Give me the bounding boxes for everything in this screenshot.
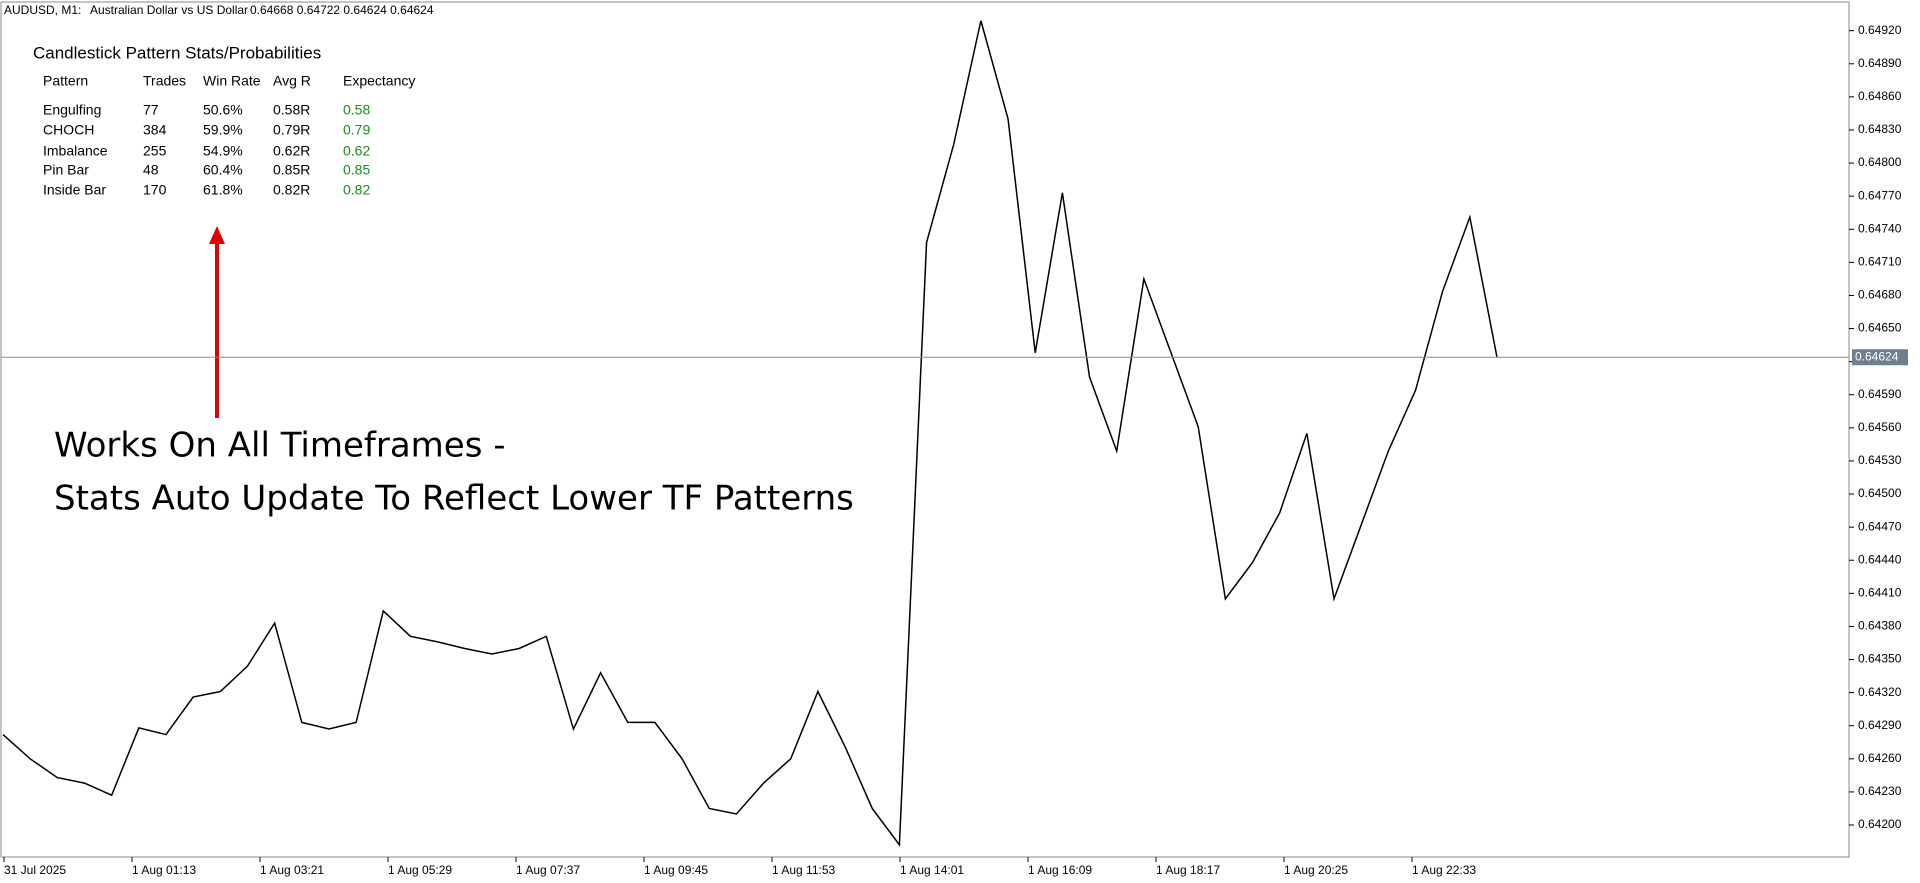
y-tick-label: 0.64680 [1858, 288, 1902, 302]
annotation: Stats Auto Update To Reflect Lower TF Pa… [54, 479, 854, 519]
column-header: Avg R [273, 73, 311, 89]
symbol-description: Australian Dollar vs US Dollar [90, 3, 248, 17]
y-tick-label: 0.64530 [1858, 453, 1902, 467]
y-tick-label: 0.64860 [1858, 89, 1902, 103]
table-cell: 60.4% [203, 162, 243, 178]
x-tick-label: 31 Jul 2025 [4, 863, 66, 877]
y-tick-label: 0.64200 [1858, 817, 1902, 831]
y-tick-label: 0.64800 [1858, 155, 1902, 169]
y-tick-label: 0.64650 [1858, 321, 1902, 335]
x-tick-label: 1 Aug 20:25 [1284, 863, 1348, 877]
x-tick-label: 1 Aug 16:09 [1028, 863, 1092, 877]
ohlc: 0.64668 0.64722 0.64624 0.64624 [250, 3, 434, 17]
table-cell: 77 [143, 102, 159, 118]
table-cell: Engulfing [43, 102, 101, 118]
column-header: Expectancy [343, 73, 415, 89]
table-cell: 50.6% [203, 102, 243, 118]
y-tick-label: 0.64560 [1858, 420, 1902, 434]
annotation: Works On All Timeframes - [54, 426, 506, 466]
table-cell: 0.58 [343, 102, 370, 118]
y-tick-label: 0.64290 [1858, 718, 1902, 732]
y-tick-label: 0.64380 [1858, 619, 1902, 633]
x-tick-label: 1 Aug 09:45 [644, 863, 708, 877]
table-cell: 0.79 [343, 122, 370, 138]
table-cell: 0.85R [273, 162, 310, 178]
table-cell: CHOCH [43, 122, 94, 138]
y-tick-label: 0.64500 [1858, 486, 1902, 500]
table-cell: 59.9% [203, 122, 243, 138]
arrow-head [209, 226, 225, 244]
x-tick-label: 1 Aug 05:29 [388, 863, 452, 877]
y-tick-label: 0.64410 [1858, 586, 1902, 600]
table-cell: 0.79R [273, 122, 310, 138]
table-cell: 255 [143, 143, 167, 159]
table-cell: 170 [143, 182, 167, 198]
table-cell: 0.85 [343, 162, 370, 178]
table-cell: 384 [143, 122, 167, 138]
y-tick-label: 0.64890 [1858, 56, 1902, 70]
table-cell: Imbalance [43, 143, 108, 159]
table-cell: 0.82R [273, 182, 310, 198]
table-cell: 0.62 [343, 143, 370, 159]
x-tick-label: 1 Aug 18:17 [1156, 863, 1220, 877]
table-cell: Inside Bar [43, 182, 106, 198]
plot-frame [0, 1, 1850, 858]
symbol: AUDUSD, M1: [4, 3, 81, 17]
x-tick-label: 1 Aug 22:33 [1412, 863, 1476, 877]
table-cell: 54.9% [203, 143, 243, 159]
column-header: Trades [143, 73, 186, 89]
table-cell: Pin Bar [43, 162, 89, 178]
y-tick-label: 0.64230 [1858, 784, 1902, 798]
x-tick-label: 1 Aug 14:01 [900, 863, 964, 877]
x-tick-label: 1 Aug 11:53 [772, 863, 835, 877]
y-tick-label: 0.64920 [1858, 23, 1902, 37]
x-tick-label: 1 Aug 01:13 [132, 863, 196, 877]
column-header: Pattern [43, 73, 88, 89]
x-tick-label: 1 Aug 07:37 [516, 863, 580, 877]
y-tick-label: 0.64470 [1858, 519, 1902, 533]
y-tick-label: 0.64830 [1858, 122, 1902, 136]
y-tick-label: 0.64590 [1858, 387, 1902, 401]
current-price-label: 0.64624 [1855, 349, 1899, 363]
table-cell: 0.62R [273, 143, 310, 159]
column-header: Win Rate [203, 73, 261, 89]
table-cell: 61.8% [203, 182, 243, 198]
y-tick-label: 0.64440 [1858, 552, 1902, 566]
y-tick-label: 0.64320 [1858, 685, 1902, 699]
table-cell: 0.58R [273, 102, 310, 118]
stats-title: Candlestick Pattern Stats/Probabilities [33, 43, 321, 62]
y-tick-label: 0.64770 [1858, 188, 1902, 202]
x-tick-label: 1 Aug 03:21 [260, 863, 324, 877]
y-tick-label: 0.64350 [1858, 652, 1902, 666]
y-tick-label: 0.64740 [1858, 221, 1902, 235]
current-price-box [1852, 349, 1908, 366]
price-line [2, 20, 1498, 847]
y-tick-label: 0.64710 [1858, 255, 1902, 269]
table-cell: 0.82 [343, 182, 370, 198]
y-tick-label: 0.64260 [1858, 751, 1902, 765]
table-cell: 48 [143, 162, 159, 178]
